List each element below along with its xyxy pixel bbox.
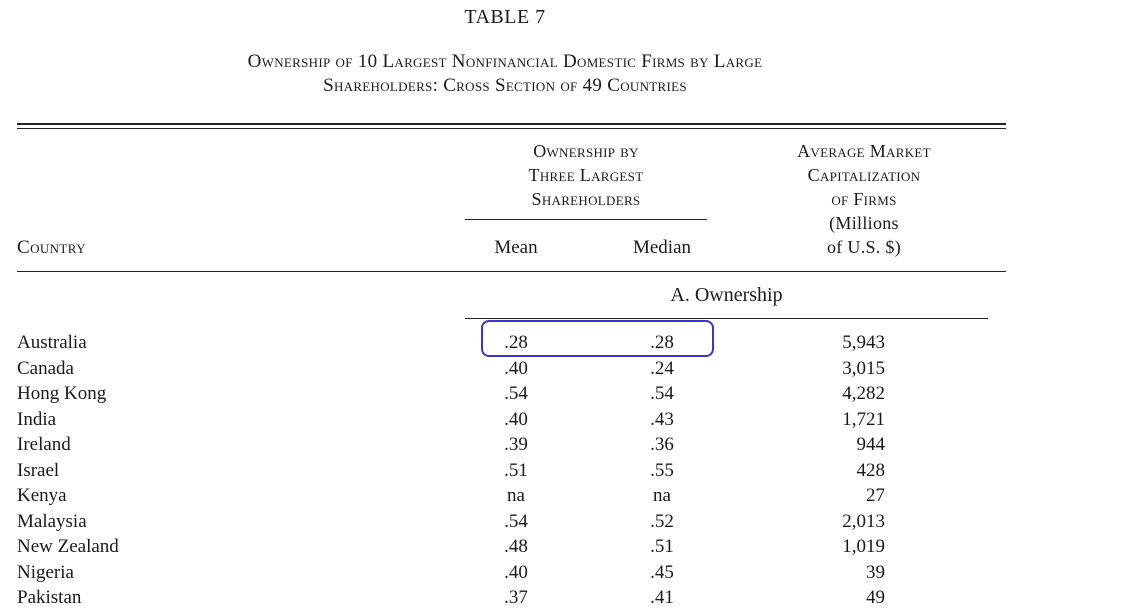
top-rule-thin [17,128,1006,129]
cell-market-cap: 27 [866,485,885,506]
cell-market-cap: 428 [856,459,886,481]
cell-market-cap: 1,721 [842,408,885,430]
header-mcap-line: Average Market [797,141,931,161]
table-caption-line-2: Shareholders: Cross Section of 49 Countr… [323,75,687,96]
table-row: Hong Kong .54 .54 4,282 [0,381,1129,407]
cell-country: Hong Kong [17,383,107,404]
cell-median: .36 [650,434,674,455]
table-row: Kenya na na 27 [0,483,1129,509]
panel-label: A. Ownership [670,284,783,306]
cell-mean: .37 [504,587,528,608]
header-market-cap: Average Market Capitalization of Firms (… [735,139,993,259]
table-row: Nigeria .40 .45 39 [0,560,1129,586]
header-mcap-line: of U.S. $) [827,237,901,257]
table-label: TABLE 7 [464,6,546,28]
cell-country: Nigeria [17,561,74,583]
header-mcap-line: of Firms [831,189,897,209]
cell-median: .43 [650,408,674,430]
cell-market-cap: 49 [866,587,885,608]
cell-mean: .40 [504,561,528,583]
header-mcap-line: Capitalization [807,165,921,185]
top-rule-thick [17,123,1006,125]
table-row: India .40 .43 1,721 [0,407,1129,433]
table-row: Israel .51 .55 428 [0,458,1129,484]
cell-median: .52 [650,510,674,532]
table-row: Malaysia .54 .52 2,013 [0,509,1129,535]
cell-mean: .54 [504,383,528,404]
cell-market-cap: 3,015 [842,357,885,379]
cell-median: .28 [650,332,674,353]
table-row: Pakistan .37 .41 49 [0,585,1129,611]
group-header-rule [465,219,707,220]
panel-rule [465,318,988,319]
header-bottom-rule [17,271,1006,272]
cell-median: .54 [650,383,674,404]
cell-country: Kenya [17,485,67,506]
cell-country: Malaysia [17,510,87,532]
cell-mean: .48 [504,536,528,557]
cell-median: .41 [650,587,674,608]
cell-mean: .54 [504,510,528,532]
cell-country: Israel [17,459,60,481]
column-header-mean: Mean [494,237,538,258]
cell-median: .45 [650,561,674,583]
cell-country: Ireland [17,434,71,455]
cell-median: .51 [650,536,674,557]
cell-median: .24 [650,357,674,379]
header-group-line: Shareholders [531,189,641,209]
cell-country: Pakistan [17,587,82,608]
table-row: Ireland .39 .36 944 [0,432,1129,458]
column-header-median: Median [632,237,692,258]
highlight-box [481,320,714,357]
cell-mean: .39 [504,434,528,455]
cell-market-cap: 1,019 [842,536,885,557]
cell-mean: .28 [504,332,528,353]
cell-mean: na [507,485,525,506]
cell-market-cap: 39 [866,561,885,583]
cell-mean: .40 [504,357,528,379]
header-mcap-line: (Millions [829,213,899,233]
cell-mean: .51 [504,459,528,481]
column-header-country: Country [17,237,86,258]
cell-market-cap: 4,282 [842,383,885,404]
cell-country: Canada [17,357,74,379]
cell-median: na [653,485,671,506]
cell-country: Australia [17,332,87,353]
header-ownership-group: Ownership by Three Largest Shareholders [465,139,707,211]
table-row: Canada .40 .24 3,015 [0,356,1129,382]
cell-market-cap: 944 [856,434,886,455]
table-row: New Zealand .48 .51 1,019 [0,534,1129,560]
table-caption-line-1: Ownership of 10 Largest Nonfinancial Dom… [247,51,763,72]
cell-country: New Zealand [17,536,119,557]
table-body: Australia .28 .28 5,943 Canada .40 .24 3… [0,330,1129,611]
header-group-line: Three Largest [528,165,644,185]
table-row: Australia .28 .28 5,943 [0,330,1129,356]
cell-market-cap: 2,013 [842,510,885,532]
cell-median: .55 [650,459,674,481]
header-group-line: Ownership by [533,141,639,161]
cell-market-cap: 5,943 [842,332,885,353]
cell-country: India [17,408,57,430]
cell-mean: .40 [504,408,528,430]
